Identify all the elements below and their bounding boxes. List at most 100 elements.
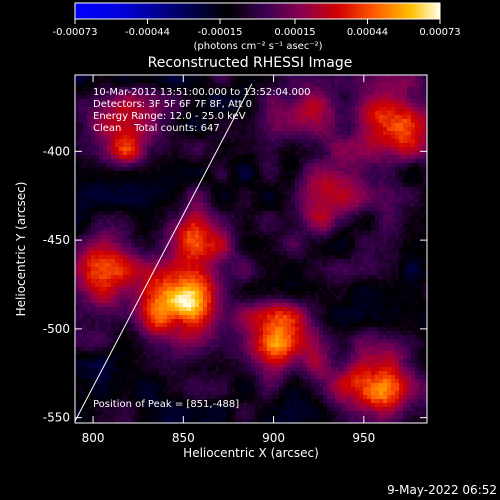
heatmap-cell: [379, 151, 383, 155]
heatmap-cell: [159, 115, 163, 119]
heatmap-cell: [123, 75, 127, 79]
heatmap-cell: [311, 95, 315, 99]
heatmap-cell: [103, 227, 107, 231]
heatmap-cell: [263, 75, 267, 79]
heatmap-cell: [143, 239, 147, 243]
heatmap-cell: [111, 183, 115, 187]
heatmap-cell: [307, 151, 311, 155]
heatmap-cell: [287, 203, 291, 207]
heatmap-cell: [347, 79, 351, 83]
heatmap-cell: [143, 123, 147, 127]
heatmap-cell: [191, 119, 195, 123]
heatmap-cell: [383, 291, 387, 295]
heatmap-cell: [127, 179, 131, 183]
heatmap-cell: [283, 83, 287, 87]
heatmap-cell: [279, 299, 283, 303]
heatmap-cell: [195, 271, 199, 275]
heatmap-cell: [391, 207, 395, 211]
heatmap-cell: [339, 175, 343, 179]
heatmap-cell: [159, 259, 163, 263]
heatmap-cell: [311, 83, 315, 87]
heatmap-cell: [235, 191, 239, 195]
heatmap-cell: [347, 163, 351, 167]
heatmap-cell: [223, 95, 227, 99]
heatmap-cell: [135, 263, 139, 267]
heatmap-cell: [347, 223, 351, 227]
heatmap-cell: [135, 131, 139, 135]
heatmap-cell: [147, 143, 151, 147]
heatmap-cell: [351, 251, 355, 255]
heatmap-cell: [235, 267, 239, 271]
heatmap-cell: [187, 243, 191, 247]
heatmap-cell: [323, 127, 327, 131]
heatmap-cell: [143, 147, 147, 151]
heatmap-cell: [335, 75, 339, 79]
heatmap-cell: [247, 143, 251, 147]
heatmap-cell: [123, 99, 127, 103]
heatmap-cell: [223, 255, 227, 259]
heatmap-cell: [251, 79, 255, 83]
heatmap-cell: [87, 175, 91, 179]
heatmap-cell: [195, 167, 199, 171]
heatmap-cell: [227, 115, 231, 119]
heatmap-cell: [271, 255, 275, 259]
heatmap-cell: [167, 83, 171, 87]
heatmap-cell: [303, 247, 307, 251]
heatmap-cell: [175, 235, 179, 239]
heatmap-cell: [283, 295, 287, 299]
heatmap-cell: [403, 159, 407, 163]
heatmap-cell: [339, 127, 343, 131]
heatmap-cell: [103, 139, 107, 143]
heatmap-cell: [223, 103, 227, 107]
heatmap-cell: [247, 179, 251, 183]
heatmap-cell: [319, 295, 323, 299]
heatmap-cell: [383, 191, 387, 195]
heatmap-cell: [419, 227, 423, 231]
heatmap-cell: [323, 255, 327, 259]
heatmap-cell: [219, 291, 223, 295]
heatmap-cell: [235, 195, 239, 199]
heatmap-cell: [267, 199, 271, 203]
heatmap-cell: [95, 151, 99, 155]
heatmap-cell: [383, 199, 387, 203]
heatmap-cell: [283, 287, 287, 291]
heatmap-cell: [263, 243, 267, 247]
heatmap-cell: [131, 187, 135, 191]
heatmap-cell: [143, 135, 147, 139]
heatmap-cell: [127, 203, 131, 207]
heatmap-cell: [147, 263, 151, 267]
heatmap-cell: [275, 167, 279, 171]
heatmap-cell: [247, 267, 251, 271]
heatmap-cell: [295, 75, 299, 79]
heatmap-cell: [399, 295, 403, 299]
heatmap-cell: [327, 159, 331, 163]
colorbar-ticks: -0.00073 -0.00044 -0.00015 0.00015 0.00044 0.…: [53, 19, 461, 38]
heatmap-cell: [95, 123, 99, 127]
heatmap-cell: [107, 227, 111, 231]
heatmap-cell: [287, 123, 291, 127]
heatmap-cell: [91, 195, 95, 199]
heatmap-cell: [267, 223, 271, 227]
heatmap-cell: [399, 191, 403, 195]
heatmap-cell: [179, 263, 183, 267]
heatmap-cell: [379, 187, 383, 191]
heatmap-cell: [387, 123, 391, 127]
heatmap-cell: [127, 211, 131, 215]
heatmap-cell: [279, 195, 283, 199]
heatmap-cell: [107, 143, 111, 147]
heatmap-cell: [243, 91, 247, 95]
heatmap-cell: [203, 211, 207, 215]
heatmap-cell: [83, 87, 87, 91]
heatmap-cell: [151, 199, 155, 203]
heatmap-cell: [139, 195, 143, 199]
heatmap-cell: [75, 251, 79, 255]
heatmap-cell: [407, 263, 411, 267]
heatmap-cell: [407, 175, 411, 179]
heatmap-cell: [323, 83, 327, 87]
heatmap-cell: [331, 223, 335, 227]
heatmap-cell: [179, 135, 183, 139]
heatmap-cell: [203, 75, 207, 79]
heatmap-cell: [163, 111, 167, 115]
heatmap-cell: [151, 291, 155, 295]
heatmap-cell: [319, 251, 323, 255]
